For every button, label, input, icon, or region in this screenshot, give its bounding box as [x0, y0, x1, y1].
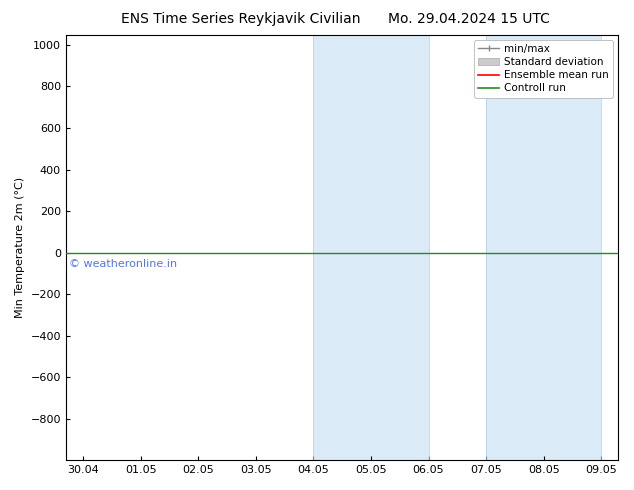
- Text: © weatheronline.in: © weatheronline.in: [68, 259, 177, 270]
- Text: Mo. 29.04.2024 15 UTC: Mo. 29.04.2024 15 UTC: [388, 12, 550, 26]
- Legend: min/max, Standard deviation, Ensemble mean run, Controll run: min/max, Standard deviation, Ensemble me…: [474, 40, 613, 98]
- Y-axis label: Min Temperature 2m (°C): Min Temperature 2m (°C): [15, 177, 25, 318]
- Bar: [486, 35, 601, 460]
- Text: ENS Time Series Reykjavik Civilian: ENS Time Series Reykjavik Civilian: [121, 12, 361, 26]
- Bar: [313, 35, 429, 460]
